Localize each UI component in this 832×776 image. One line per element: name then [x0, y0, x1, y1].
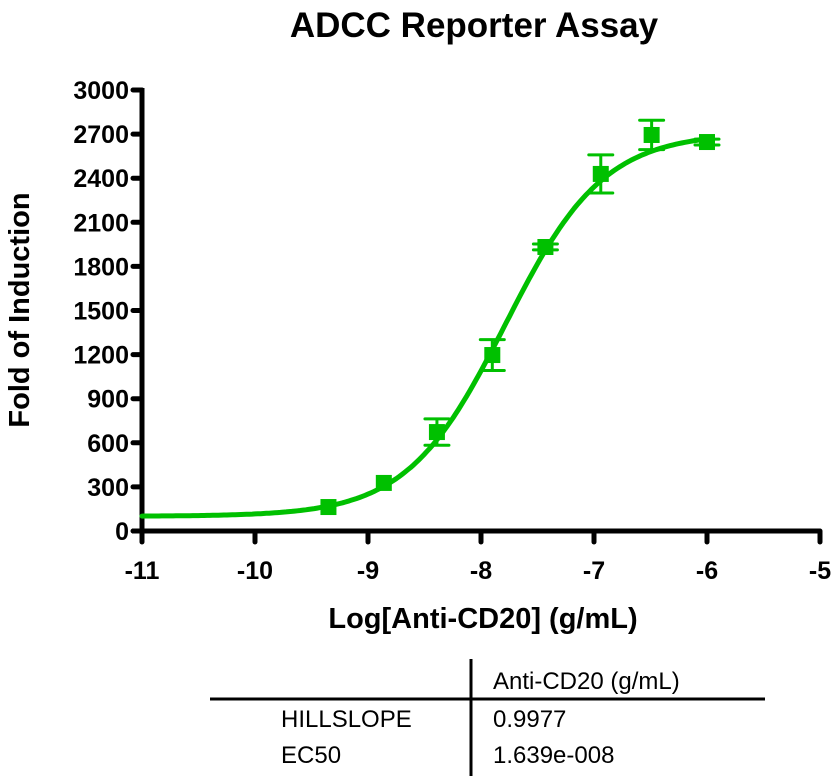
y-tick-label: 1800 — [73, 253, 129, 281]
y-tick-label: 600 — [87, 430, 129, 458]
x-axis: -11 -10 -9 -8 -7 -6 -5 — [125, 528, 831, 585]
square-marker — [484, 347, 501, 364]
y-tick-label: 3000 — [73, 77, 129, 105]
square-marker — [699, 134, 715, 151]
y-tick-label: 2700 — [73, 121, 129, 149]
table-row-value: 1.639e-008 — [493, 742, 614, 769]
y-tick-label: 300 — [87, 474, 129, 502]
table-row-value: 0.9977 — [493, 706, 566, 733]
y-tick-label: 900 — [87, 386, 129, 414]
square-marker — [643, 126, 660, 143]
y-axis: 0 300 600 900 1200 1500 1800 2100 2400 2700 3000 — [73, 77, 145, 546]
table-row-label: EC50 — [281, 742, 341, 769]
table-column-header: Anti-CD20 (g/mL) — [493, 668, 680, 695]
y-axis-label: Fold of Induction — [4, 192, 36, 427]
x-tick-label: -5 — [809, 557, 831, 585]
y-tick-label: 1500 — [73, 298, 129, 326]
results-table: Anti-CD20 (g/mL) HILLSLOPE 0.9977 EC50 1… — [210, 659, 765, 776]
x-tick-label: -8 — [470, 557, 492, 585]
table-row-label: HILLSLOPE — [281, 706, 412, 733]
y-tick-label: 2400 — [73, 165, 129, 193]
y-tick-label: 0 — [115, 518, 129, 546]
square-marker — [592, 165, 609, 182]
fit-curve — [139, 136, 710, 519]
x-axis-label: Log[Anti-CD20] (g/mL) — [328, 603, 637, 635]
x-tick-label: -11 — [125, 557, 160, 585]
x-tick-label: -9 — [357, 557, 379, 585]
y-tick-label: 1200 — [73, 342, 129, 370]
chart-title: ADCC Reporter Assay — [290, 6, 659, 45]
square-marker — [375, 474, 392, 491]
square-marker — [320, 499, 337, 516]
x-tick-label: -7 — [583, 557, 605, 585]
x-tick-label: -6 — [696, 557, 718, 585]
data-points — [320, 118, 721, 516]
y-tick-label: 2100 — [73, 209, 129, 237]
x-tick-label: -10 — [237, 557, 273, 585]
square-marker — [428, 424, 445, 441]
square-marker — [537, 238, 554, 255]
